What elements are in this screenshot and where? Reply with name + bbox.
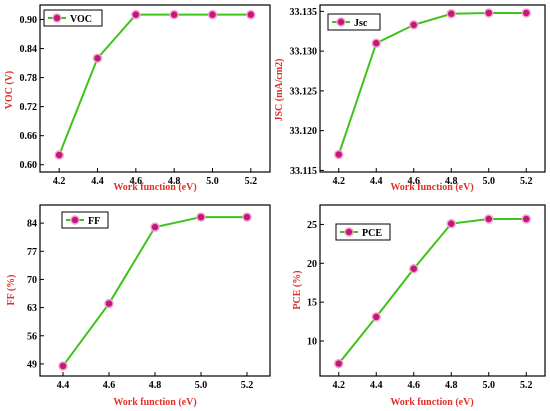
x-tick-label: 5.2 (520, 380, 533, 391)
data-point (169, 9, 179, 20)
legend-label: PCE (362, 228, 382, 239)
x-tick-label: 4.8 (445, 176, 458, 187)
plot-frame (39, 4, 271, 173)
y-tick-label: 77 (27, 247, 37, 258)
y-axis-label: VOC (V) (4, 71, 15, 109)
y-tick-label: 84 (27, 219, 37, 230)
x-tick-label: 4.8 (149, 380, 162, 391)
x-tick-label: 4.2 (53, 176, 66, 187)
legend: VOC (43, 9, 103, 27)
y-tick-label: 33.115 (290, 166, 317, 177)
y-tick-label: 15 (307, 298, 317, 309)
data-point (150, 222, 160, 232)
data-point (54, 150, 64, 160)
series-line (58, 13, 251, 156)
x-tick-label: 4.4 (370, 176, 383, 187)
y-tick-label: 56 (27, 331, 37, 342)
x-axis-label: Work function (eV) (390, 182, 473, 193)
y-axis-label: FF (%) (6, 274, 17, 305)
y-tick-label: 33.125 (290, 86, 318, 97)
x-axis-label: Work function (eV) (390, 397, 473, 408)
legend: FF (61, 211, 109, 229)
y-tick-label: 70 (27, 275, 37, 286)
x-axis-label: Work function (eV) (113, 397, 196, 408)
legend-label: VOC (70, 14, 92, 25)
x-tick-label: 4.6 (130, 176, 143, 187)
x-tick-label: 4.6 (408, 176, 421, 187)
y-tick-label: 33.135 (290, 7, 318, 18)
data-point (92, 53, 103, 63)
y-tick-label: 63 (27, 303, 37, 314)
x-tick-label: 4.8 (168, 176, 181, 187)
data-point (131, 9, 141, 20)
legend-marker (336, 17, 346, 27)
data-point (334, 358, 344, 369)
series-line (337, 217, 527, 365)
series-line (337, 11, 527, 155)
data-point (104, 298, 114, 309)
data-point (242, 212, 252, 222)
legend-marker (344, 227, 354, 237)
legend-label: FF (88, 216, 100, 227)
legend-label: Jsc (354, 18, 368, 29)
y-tick-label: 33.120 (290, 126, 318, 137)
x-tick-label: 5.0 (195, 380, 208, 391)
y-tick-label: 0.78 (20, 73, 38, 84)
y-tick-label: 0.90 (20, 15, 38, 26)
y-tick-label: 25 (307, 220, 317, 231)
y-tick-label: 0.72 (20, 102, 38, 113)
x-tick-label: 5.0 (206, 176, 219, 187)
data-point (246, 9, 256, 20)
x-tick-label: 5.0 (483, 176, 496, 187)
y-axis-label: JSC (mA/cm2) (274, 58, 285, 121)
legend-marker (52, 13, 62, 23)
y-tick-label: 0.60 (20, 160, 38, 171)
x-tick-label: 5.2 (520, 176, 533, 187)
x-tick-label: 4.6 (408, 380, 421, 391)
y-tick-label: 20 (307, 259, 317, 270)
x-tick-label: 5.0 (483, 380, 496, 391)
plot-frame (319, 204, 546, 377)
chart-panel-2: 4.2 4.4 4.6 4.8 5.0 5.2 33.115 33.120 33.125 33.1… (274, 4, 546, 193)
data-point (521, 214, 531, 224)
x-tick-label: 4.2 (333, 380, 346, 391)
plot-frame (319, 4, 546, 173)
data-point (484, 214, 494, 224)
y-tick-label: 10 (307, 337, 317, 348)
data-point (484, 8, 494, 18)
x-tick-label: 5.2 (241, 380, 254, 391)
data-point (371, 38, 381, 48)
y-tick-label: 49 (27, 359, 37, 370)
data-point (334, 149, 344, 160)
y-tick-label: 0.84 (20, 44, 38, 55)
chart-panel-1: 4.2 4.4 4.6 4.8 5.0 5.2 0.60 0.66 0.72 0.78 0.84 0.… (4, 4, 271, 193)
legend: PCE (335, 223, 391, 241)
y-axis-label: PCE (%) (292, 270, 303, 309)
x-tick-label: 4.6 (103, 380, 116, 391)
x-tick-label: 4.4 (57, 380, 70, 391)
x-tick-label: 4.8 (445, 380, 458, 391)
x-axis-label: Work function (eV) (113, 182, 196, 193)
data-point (521, 8, 531, 18)
series-line (62, 216, 247, 367)
y-tick-label: 33.130 (290, 47, 318, 58)
chart-panel-3: 4.4 4.6 4.8 5.0 5.2 49 56 63 70 77 84 Work function… (6, 204, 271, 408)
data-point (409, 263, 419, 274)
chart-panel-4: 4.2 4.4 4.6 4.8 5.0 5.2 10 15 20 25 Work function … (292, 204, 546, 408)
data-point (196, 212, 206, 222)
data-point (58, 361, 68, 371)
y-tick-label: 0.66 (20, 131, 38, 142)
x-tick-label: 4.4 (91, 176, 104, 187)
legend: Jsc (327, 13, 381, 31)
x-tick-label: 4.4 (370, 380, 383, 391)
data-point (371, 312, 381, 322)
x-tick-label: 4.2 (333, 176, 346, 187)
data-point (409, 20, 419, 30)
data-point (207, 9, 218, 20)
data-point (446, 218, 456, 229)
legend-marker (70, 215, 80, 225)
data-point (446, 8, 456, 19)
x-tick-label: 5.2 (245, 176, 258, 187)
